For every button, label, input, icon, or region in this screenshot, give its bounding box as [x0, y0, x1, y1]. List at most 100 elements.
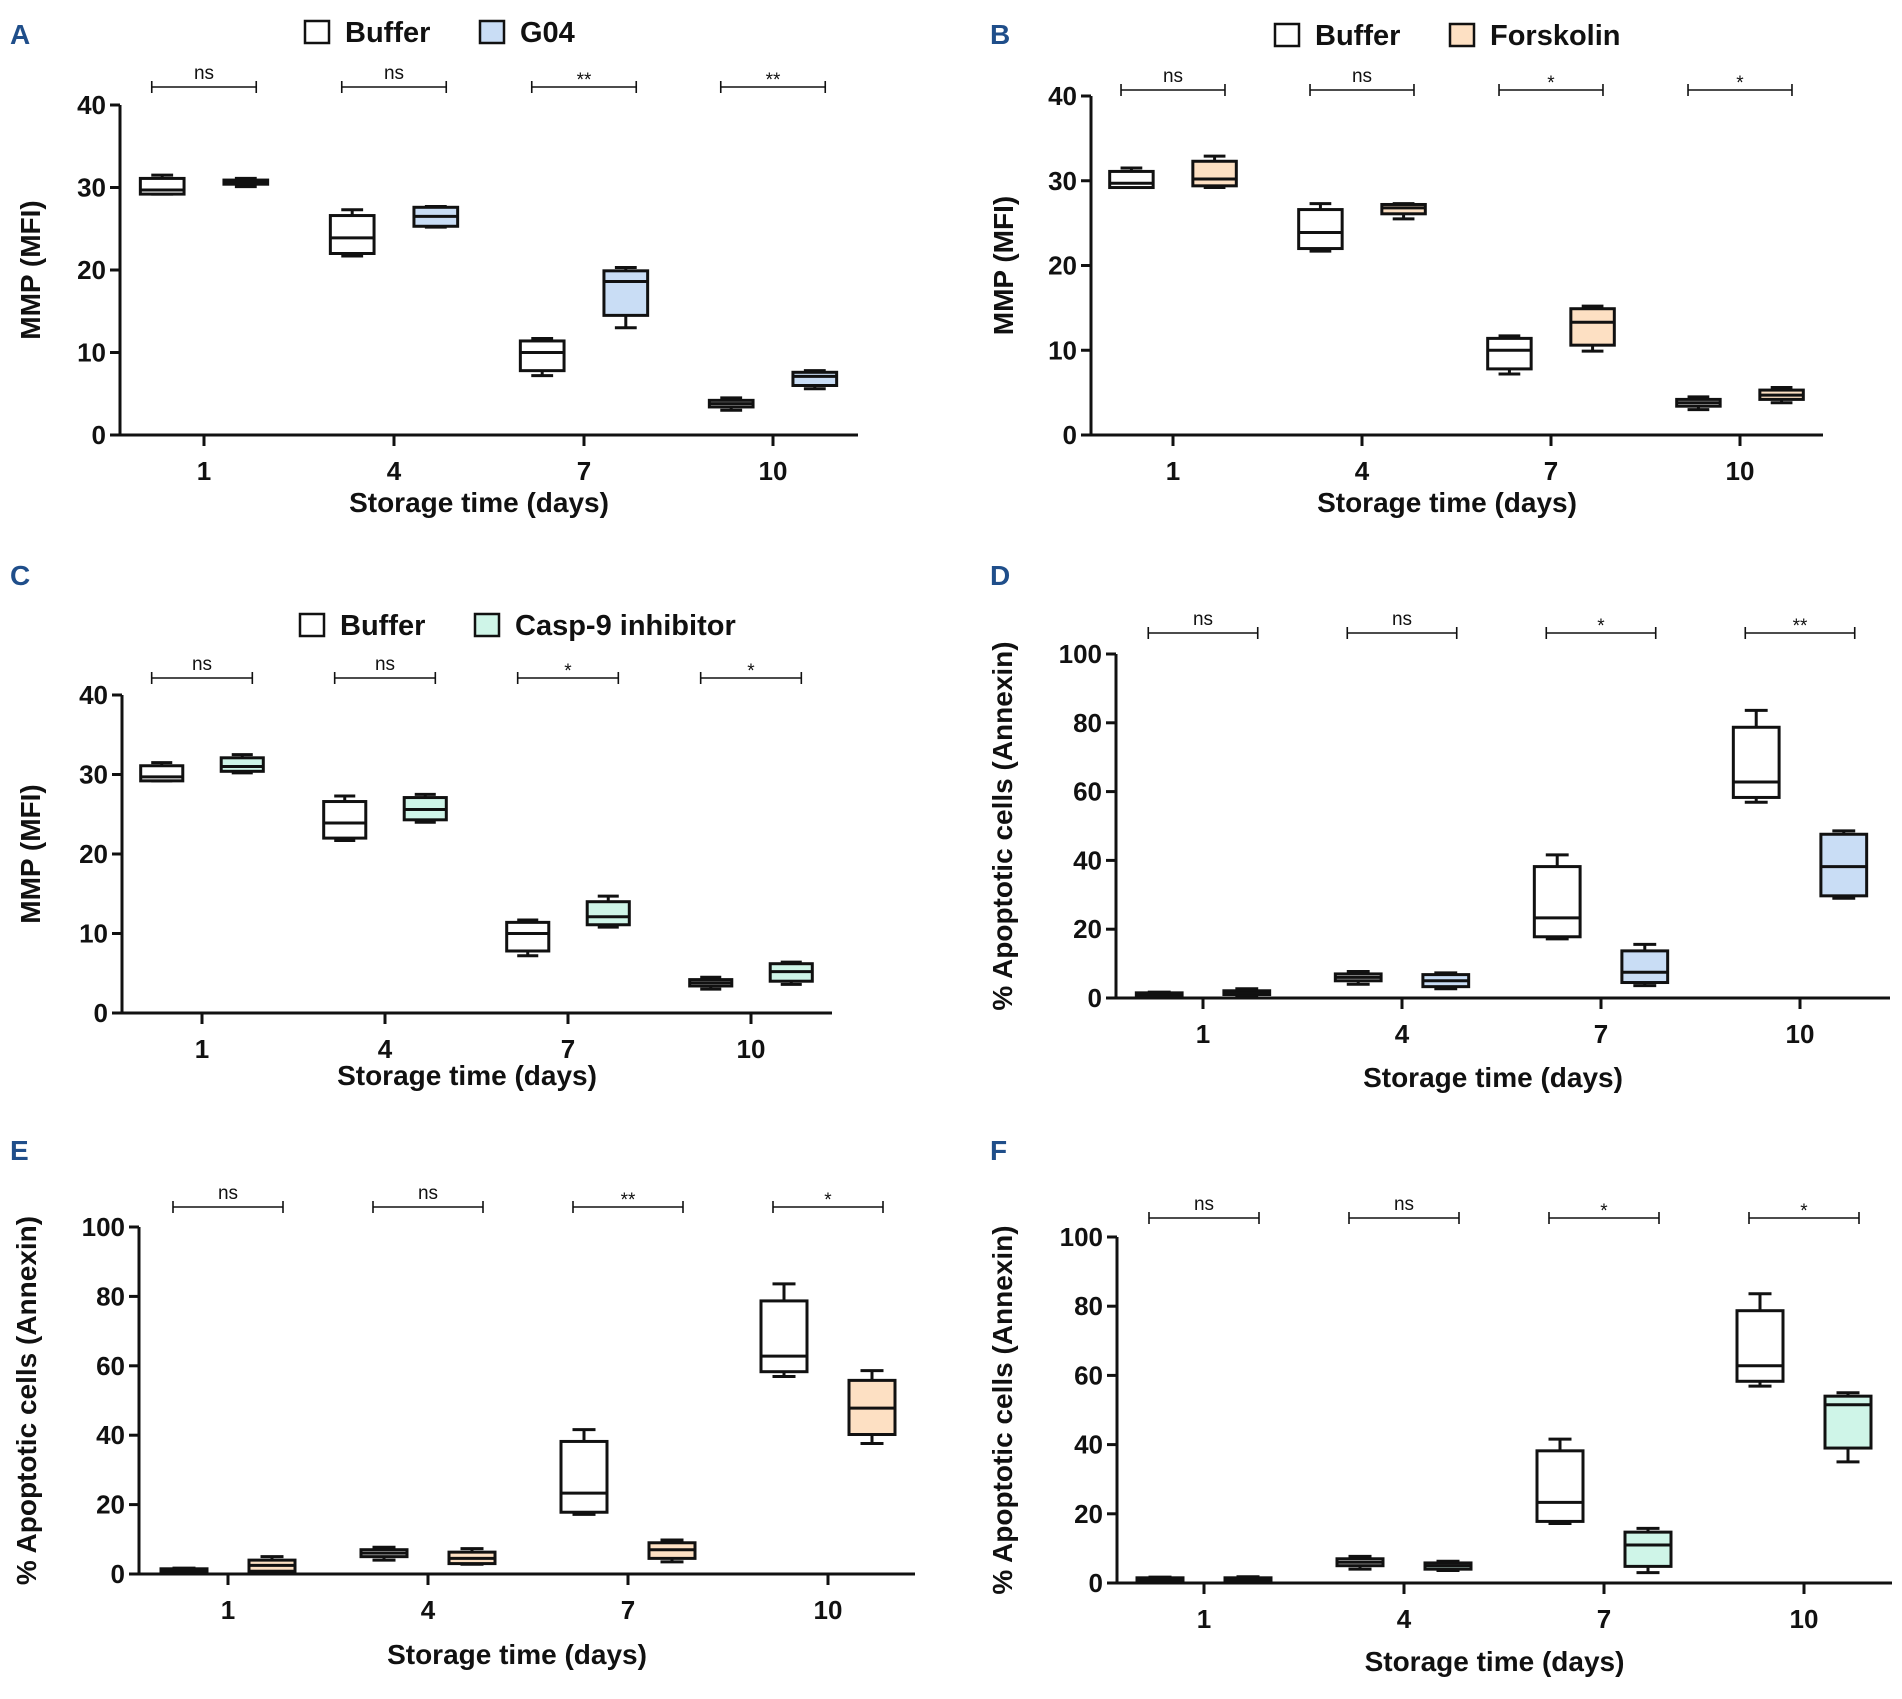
significance-bracket: ns	[1309, 66, 1415, 96]
panel-f: F 0 20 40 60 80 100 % Apoptotic cells (Annexin)…	[987, 1135, 1892, 1677]
box-iqr	[602, 269, 650, 317]
y-axis-title: MMP (MFI)	[15, 784, 46, 923]
significance-bracket: ns	[1120, 66, 1226, 96]
panel-label: F	[990, 1135, 1007, 1166]
box-casp-9-inhibitor-day-10	[768, 960, 814, 986]
panel-b: B Buffer Forskolin 0 10 20 30 40 MMP (MFI) 1 4 7 10 S…	[988, 19, 1823, 518]
box-g04-day-7	[1620, 942, 1670, 988]
significance-label: ns	[1163, 66, 1183, 87]
x-axis-title: Storage time (days)	[387, 1639, 647, 1670]
box-buffer-day-10	[1731, 708, 1781, 804]
box-buffer-day-4	[1297, 202, 1344, 253]
x-axis-title: Storage time (days)	[1317, 487, 1577, 518]
significance-bracket: **	[1744, 616, 1856, 639]
x-tick-label: 10	[1786, 1019, 1815, 1049]
significance-bracket: *	[1687, 73, 1793, 96]
y-axis-title: % Apoptotic cells (Annexin)	[987, 1225, 1018, 1594]
box-iqr	[1486, 336, 1533, 371]
box-iqr	[1735, 1309, 1785, 1383]
significance-bracket: **	[719, 70, 827, 93]
box-buffer-day-10	[688, 975, 734, 991]
y-tick-label: 0	[1089, 1568, 1103, 1598]
significance-bracket: ns	[1346, 609, 1458, 639]
y-tick-label: 10	[79, 919, 108, 949]
x-tick-label: 4	[1397, 1604, 1412, 1634]
significance-label: *	[564, 661, 572, 682]
box-iqr	[559, 1439, 609, 1514]
significance-label: ns	[1394, 1194, 1414, 1215]
significance-bracket: ns	[150, 654, 254, 684]
box-iqr	[1620, 949, 1670, 985]
y-tick-label: 0	[92, 420, 106, 450]
y-tick-label: 0	[1063, 420, 1077, 450]
x-tick-label: 4	[378, 1034, 393, 1064]
legend-swatch-forskolin	[1448, 22, 1476, 48]
box-casp-9-inhibitor-day-7	[1623, 1526, 1673, 1575]
box-iqr	[518, 339, 566, 373]
box-buffer-day-10	[707, 396, 755, 412]
box-buffer-day-7	[559, 1428, 609, 1516]
significance-label: ns	[1193, 609, 1213, 630]
box-forskolin-day-10	[1758, 386, 1805, 405]
significance-label: **	[1793, 616, 1808, 637]
box-iqr	[322, 800, 368, 840]
y-tick-label: 40	[96, 1420, 125, 1450]
y-tick-label: 20	[77, 255, 106, 285]
box-buffer-day-10	[1735, 1292, 1785, 1388]
y-tick-label: 40	[77, 90, 106, 120]
box-forskolin-day-1	[1191, 154, 1238, 190]
y-axis-title: MMP (MFI)	[15, 200, 46, 339]
box-iqr	[138, 176, 186, 196]
significance-bracket: **	[572, 1190, 684, 1213]
box-iqr	[759, 1299, 809, 1374]
significance-label: *	[1600, 1201, 1608, 1222]
box-iqr	[585, 900, 631, 927]
box-buffer-day-7	[518, 336, 566, 378]
x-tick-label: 1	[1166, 456, 1180, 486]
box-iqr	[139, 764, 185, 783]
x-tick-label: 7	[621, 1595, 635, 1625]
box-casp-9-inhibitor-day-10	[1823, 1391, 1873, 1464]
y-tick-label: 100	[82, 1212, 125, 1242]
x-tick-label: 10	[1790, 1604, 1819, 1634]
box-iqr	[1623, 1530, 1673, 1568]
significance-bracket: ns	[1147, 609, 1259, 639]
panel-a: A Buffer G04 0 10 20 30 40 MMP (MFI) 1 4 7 10 Storage…	[10, 17, 858, 518]
significance-bracket: *	[1548, 1201, 1660, 1224]
significance-bracket: ns	[372, 1183, 484, 1213]
box-casp-9-inhibitor-day-4	[402, 792, 448, 824]
legend: Buffer Casp-9 inhibitor	[298, 610, 736, 642]
box-buffer-day-4	[359, 1545, 409, 1562]
y-tick-label: 30	[79, 760, 108, 790]
legend-label: Forskolin	[1490, 20, 1621, 52]
y-tick-label: 30	[1048, 166, 1077, 196]
significance-label: **	[621, 1190, 636, 1211]
panel-label: E	[10, 1135, 29, 1166]
panel-label: B	[990, 19, 1010, 50]
box-iqr	[1191, 159, 1238, 188]
y-tick-label: 100	[1060, 1222, 1103, 1252]
x-tick-label: 1	[197, 456, 211, 486]
significance-bracket: **	[530, 70, 638, 93]
significance-label: ns	[1392, 609, 1412, 630]
y-tick-label: 20	[96, 1490, 125, 1520]
legend-swatch-buffer	[1273, 22, 1301, 48]
panel-label: C	[10, 560, 30, 591]
legend-label: G04	[520, 17, 575, 49]
y-tick-label: 20	[1073, 914, 1102, 944]
x-tick-label: 7	[1544, 456, 1558, 486]
y-tick-label: 0	[111, 1559, 125, 1589]
x-tick-label: 10	[759, 456, 788, 486]
y-tick-label: 30	[77, 173, 106, 203]
panel-e: E 0 20 40 60 80 100 % Apoptotic cells (Annexin)…	[10, 1135, 915, 1670]
legend-label: Casp-9 inhibitor	[515, 610, 736, 642]
x-tick-label: 7	[577, 456, 591, 486]
box-casp-9-inhibitor-day-7	[585, 894, 631, 929]
significance-bracket: *	[1748, 1201, 1860, 1224]
panel-label: A	[10, 19, 30, 50]
y-tick-label: 60	[1073, 777, 1102, 807]
significance-bracket: *	[1498, 73, 1604, 96]
y-tick-label: 40	[1048, 81, 1077, 111]
box-buffer-day-7	[1532, 853, 1582, 941]
y-tick-label: 10	[1048, 335, 1077, 365]
